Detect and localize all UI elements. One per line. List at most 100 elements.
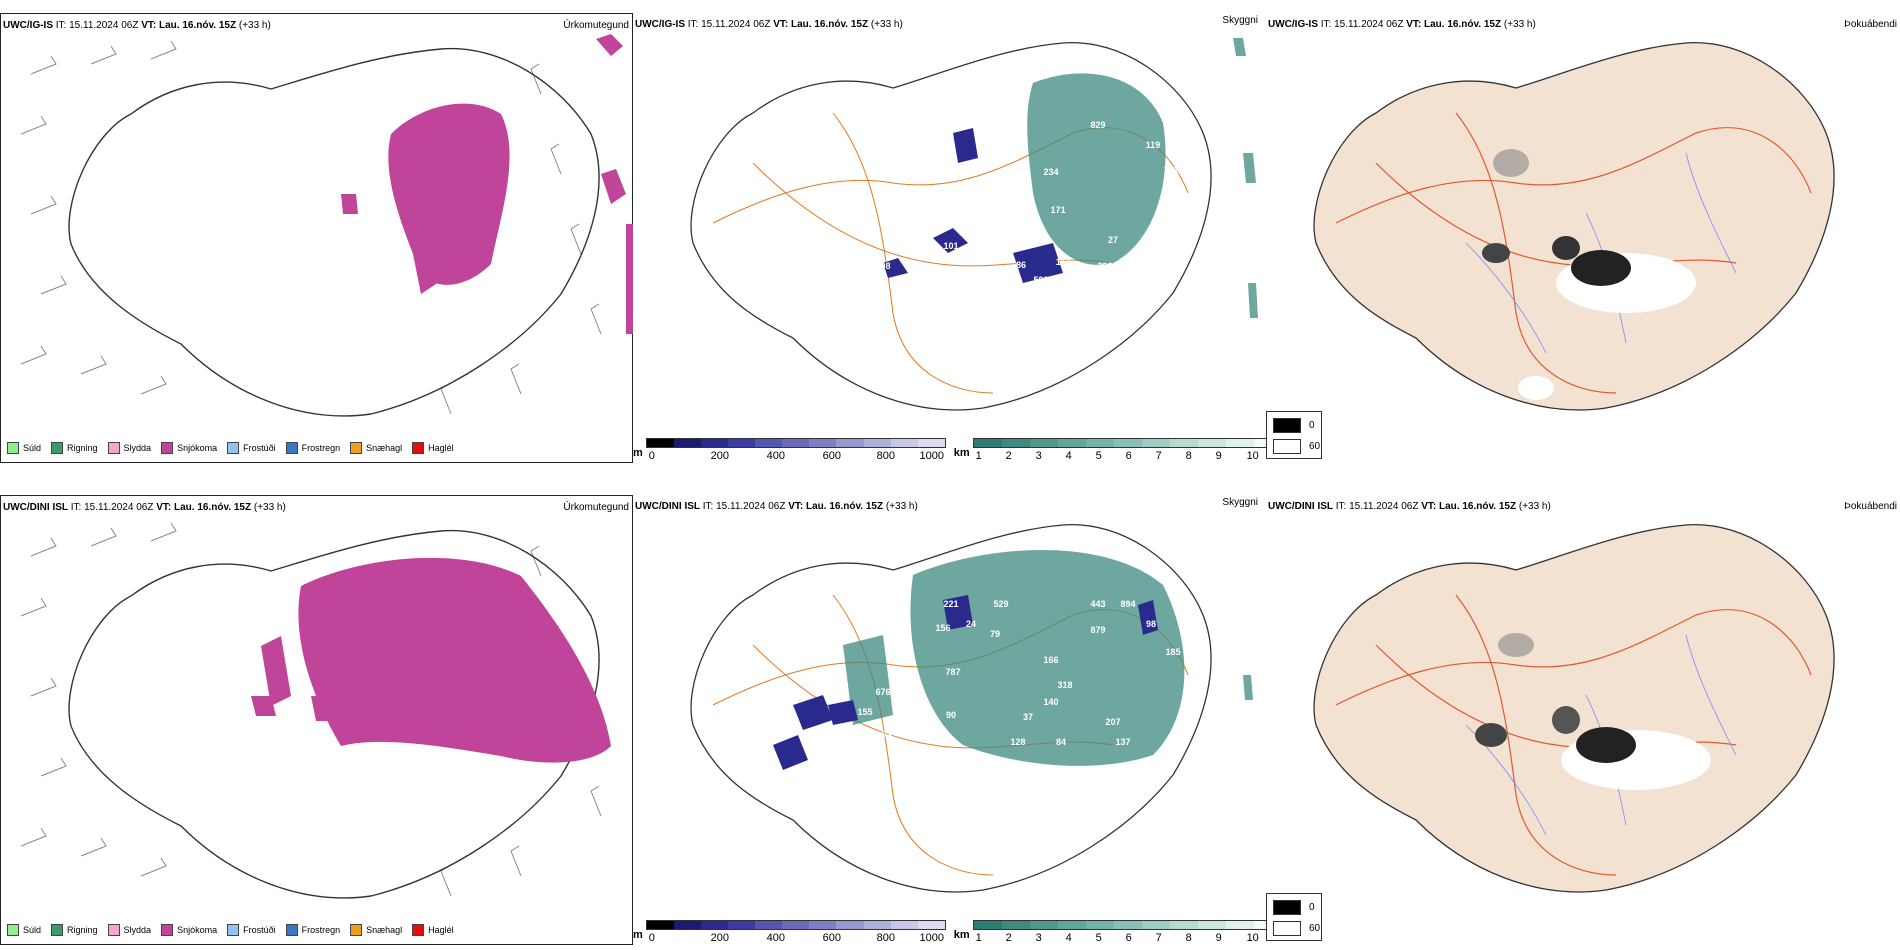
precip-map	[20, 522, 611, 899]
iceland-outline	[68, 529, 600, 899]
cloud-label: 24	[966, 619, 976, 629]
iceland-outline	[690, 524, 1212, 893]
cloud-label: 98	[1146, 619, 1156, 629]
panel-type-label: Þokuábendi	[1844, 19, 1897, 30]
cloud-label: 79	[990, 629, 1000, 639]
cloud-label: 171	[1050, 205, 1065, 215]
fog-panel-bottom: UWC/DINI ISL IT: 15.11.2024 06Z VT: Lau.…	[1266, 495, 1900, 945]
cloud-label: 131	[1163, 165, 1178, 175]
cloud-label: 529	[993, 599, 1008, 609]
cloud-label: 829	[1090, 120, 1105, 130]
precip-legend: Súld Rigning Slydda Snjókoma Frostúði Fr…	[7, 442, 454, 454]
legend-item: Haglél	[412, 924, 454, 936]
cloud-label: 443	[1090, 599, 1105, 609]
fog-areas	[1475, 633, 1711, 790]
panel-title: UWC/IG-IS IT: 15.11.2024 06Z VT: Lau. 16…	[635, 19, 903, 30]
legend-item: Súld	[7, 442, 41, 454]
cloud-label: 894	[1120, 599, 1135, 609]
low-cloud-areas	[773, 595, 1158, 770]
iceland-land	[1313, 42, 1835, 411]
precip-panel-bottom: UWC/DINI ISL IT: 15.11.2024 06Z VT: Lau.…	[0, 495, 633, 945]
panel-title: UWC/IG-IS IT: 15.11.2024 06Z VT: Lau. 16…	[1268, 19, 1536, 30]
cloud-label: 298	[1097, 261, 1112, 271]
legend-item: Slydda	[107, 442, 151, 454]
legend-item: Snæhagl	[350, 442, 402, 454]
iceland-outline	[68, 47, 600, 417]
cloud-label: 156	[935, 623, 950, 633]
panel-title: UWC/DINI ISL IT: 15.11.2024 06Z VT: Lau.…	[1268, 501, 1551, 512]
panel-title: UWC/IG-IS IT: 15.11.2024 06Z VT: Lau. 16…	[3, 20, 271, 31]
cloud-label: 137	[1115, 737, 1130, 747]
panel-type-label: Úrkomutegund	[563, 502, 629, 513]
legend-item: Frostúði	[227, 924, 276, 936]
height-colorbar-ramp	[645, 438, 946, 448]
cloud-label: 45	[973, 187, 983, 197]
snow-areas	[341, 34, 634, 334]
cloud-label: 101	[943, 241, 958, 251]
panel-type-label: Skyggni	[1222, 15, 1258, 26]
cloud-panel-top: UWC/IG-IS IT: 15.11.2024 06Z VT: Lau. 16…	[633, 13, 1283, 463]
iceland-outline	[690, 42, 1212, 411]
cloud-label: 86	[1016, 260, 1026, 270]
roads	[1335, 112, 1812, 394]
precip-legend: Súld Rigning Slydda Snjókoma Frostúði Fr…	[7, 924, 454, 936]
vis-colorbar-ramp	[972, 438, 1283, 448]
precip-map	[20, 34, 634, 417]
low-cloud-areas	[883, 128, 1063, 283]
cloud-label: 185	[1165, 647, 1180, 657]
cloud-label: 119	[1146, 140, 1161, 150]
legend-item: Frostregn	[285, 924, 340, 936]
panel-type-label: Skyggni	[1222, 497, 1258, 508]
fog-map	[1313, 524, 1835, 893]
legend-item: Snjókoma	[161, 442, 217, 454]
cloud-label: 37	[1023, 712, 1033, 722]
legend-item: Snjókoma	[161, 924, 217, 936]
cloud-height-labels: 829 119 234 171 27 117 298 175 593 295 1…	[875, 120, 1178, 285]
cloud-label: 90	[946, 710, 956, 720]
fog-areas	[1482, 149, 1696, 400]
low-visibility-areas	[1027, 38, 1258, 318]
legend-item: Haglél	[412, 442, 454, 454]
cloud-label: 787	[945, 667, 960, 677]
cloud-label: 166	[1043, 655, 1058, 665]
fog-legend: 0 60	[1266, 893, 1322, 941]
panel-title: UWC/DINI ISL IT: 15.11.2024 06Z VT: Lau.…	[3, 502, 286, 513]
fog-map	[1313, 42, 1835, 411]
precip-panel-top: UWC/IG-IS IT: 15.11.2024 06Z VT: Lau. 16…	[0, 13, 634, 463]
cloud-label: 140	[1043, 697, 1058, 707]
cloud-map: 443 894 879 98 185 166 318 140 37 128 84…	[690, 524, 1253, 893]
cloud-label: 676	[875, 687, 890, 697]
panel-title: UWC/DINI ISL IT: 15.11.2024 06Z VT: Lau.…	[635, 501, 918, 512]
fog-legend: 0 60	[1266, 411, 1322, 459]
wind-barbs	[20, 522, 602, 897]
cloud-label: 128	[1010, 737, 1025, 747]
panel-type-label: Þokuábendi	[1844, 501, 1897, 512]
cloud-label: 879	[1090, 625, 1105, 635]
cloud-label: 117	[1056, 257, 1071, 267]
cloud-label: 295	[1097, 275, 1112, 285]
snow-areas	[251, 557, 611, 763]
legend-item: Rigning	[51, 442, 98, 454]
cloud-label: 27	[1108, 235, 1118, 245]
legend-item: Frostregn	[285, 442, 340, 454]
legend-item: Snæhagl	[350, 924, 402, 936]
cloud-height-labels: 443 894 879 98 185 166 318 140 37 128 84…	[857, 599, 1180, 747]
low-visibility-areas	[843, 550, 1253, 766]
iceland-land	[1313, 524, 1835, 893]
height-colorbar-ramp	[645, 920, 946, 930]
cloud-label: 155	[857, 707, 872, 717]
legend-item: Rigning	[51, 924, 98, 936]
height-colorbar: m 0 200 400 600 800 1000 km 1 2 3	[633, 920, 1283, 946]
cloud-map: 829 119 234 171 27 117 298 175 593 295 1…	[690, 38, 1258, 411]
wind-barbs	[20, 40, 602, 415]
vis-colorbar-ramp	[972, 920, 1283, 930]
cloud-label: 318	[1057, 680, 1072, 690]
cloud-label: 207	[1105, 717, 1120, 727]
legend-item: Frostúði	[227, 442, 276, 454]
legend-item: Súld	[7, 924, 41, 936]
panel-type-label: Úrkomutegund	[563, 20, 629, 31]
fog-panel-top: UWC/IG-IS IT: 15.11.2024 06Z VT: Lau. 16…	[1266, 13, 1900, 463]
cloud-label: 593	[1033, 275, 1048, 285]
cloud-label: 221	[943, 599, 958, 609]
cloud-label: 84	[1056, 737, 1066, 747]
